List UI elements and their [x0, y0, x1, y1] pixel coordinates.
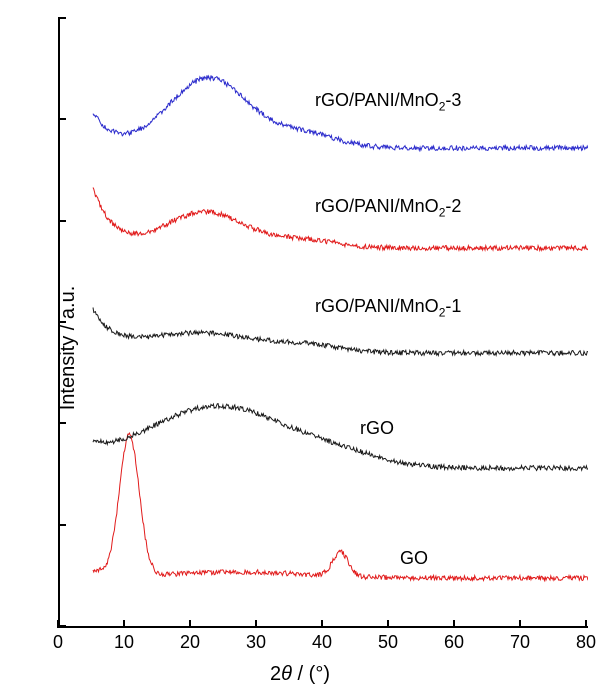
- series-label-rgo-pani-mno2-3: rGO/PANI/MnO2-3: [315, 90, 461, 114]
- x-tick: [123, 620, 125, 628]
- series-label-rgo-pani-mno2-1: rGO/PANI/MnO2-1: [315, 296, 461, 320]
- y-tick: [58, 220, 66, 222]
- x-tick: [387, 620, 389, 628]
- trace-go: [93, 433, 588, 580]
- series-label-go: GO: [400, 548, 428, 569]
- xrd-figure: Intensity / a.u. 2θ / (°) 01020304050607…: [0, 0, 600, 696]
- x-tick-label: 70: [510, 632, 530, 653]
- x-tick: [585, 620, 587, 628]
- x-tick-label: 40: [312, 632, 332, 653]
- x-tick: [519, 620, 521, 628]
- x-tick-label: 0: [53, 632, 63, 653]
- trace-rgo: [93, 404, 588, 471]
- x-tick-label: 20: [180, 632, 200, 653]
- x-tick: [255, 620, 257, 628]
- y-tick: [58, 118, 66, 120]
- y-tick: [58, 17, 66, 19]
- y-tick: [58, 321, 66, 323]
- x-tick-label: 30: [246, 632, 266, 653]
- x-tick: [189, 620, 191, 628]
- y-tick: [58, 524, 66, 526]
- x-tick-label: 50: [378, 632, 398, 653]
- y-tick: [58, 625, 66, 627]
- y-tick: [58, 422, 66, 424]
- x-tick-label: 80: [576, 632, 596, 653]
- series-label-rgo: rGO: [360, 418, 394, 439]
- x-axis-label: 2θ / (°): [270, 663, 330, 686]
- x-tick: [453, 620, 455, 628]
- x-tick-label: 10: [114, 632, 134, 653]
- x-tick: [321, 620, 323, 628]
- x-tick-label: 60: [444, 632, 464, 653]
- series-label-rgo-pani-mno2-2: rGO/PANI/MnO2-2: [315, 196, 461, 220]
